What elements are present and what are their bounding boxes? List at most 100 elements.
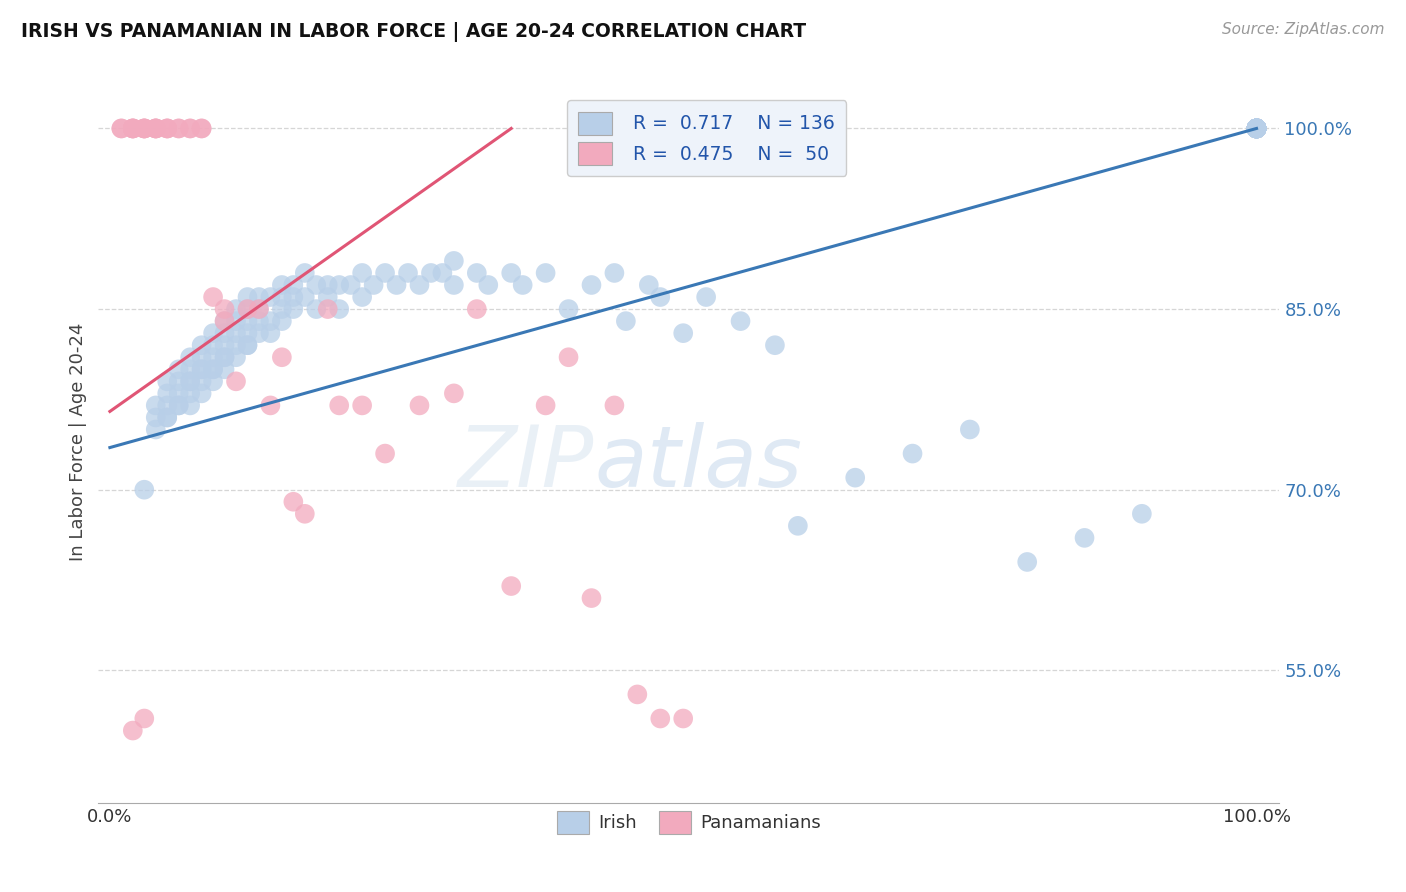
Point xyxy=(901,447,924,461)
Point xyxy=(145,423,167,437)
Point xyxy=(190,362,212,376)
Point xyxy=(294,507,316,521)
Point xyxy=(1246,121,1268,136)
Point xyxy=(202,350,225,364)
Point xyxy=(1246,121,1268,136)
Point xyxy=(316,301,339,317)
Text: ZIP: ZIP xyxy=(458,422,595,505)
Point xyxy=(145,410,167,425)
Point xyxy=(179,350,201,364)
Point xyxy=(225,326,247,341)
Point xyxy=(672,326,695,341)
Point xyxy=(465,301,488,317)
Point xyxy=(1246,121,1268,136)
Point xyxy=(167,398,190,412)
Point xyxy=(374,447,396,461)
Point xyxy=(443,278,465,293)
Point xyxy=(534,266,557,280)
Point xyxy=(581,591,603,606)
Point xyxy=(352,290,374,304)
Point xyxy=(214,350,236,364)
Point xyxy=(603,266,626,280)
Point xyxy=(214,338,236,352)
Point xyxy=(121,121,143,136)
Point xyxy=(179,121,201,136)
Point xyxy=(202,375,225,389)
Legend: Irish, Panamanians: Irish, Panamanians xyxy=(550,805,828,841)
Point xyxy=(1246,121,1268,136)
Point xyxy=(501,579,523,593)
Point xyxy=(352,398,374,412)
Point xyxy=(270,301,292,317)
Point xyxy=(1246,121,1268,136)
Point xyxy=(844,471,866,485)
Point xyxy=(167,121,190,136)
Point xyxy=(190,386,212,401)
Point xyxy=(214,350,236,364)
Point xyxy=(202,290,225,304)
Point xyxy=(247,301,270,317)
Point xyxy=(1246,121,1268,136)
Text: atlas: atlas xyxy=(595,422,803,505)
Point xyxy=(603,398,626,412)
Point xyxy=(1073,531,1095,545)
Text: IRISH VS PANAMANIAN IN LABOR FORCE | AGE 20-24 CORRELATION CHART: IRISH VS PANAMANIAN IN LABOR FORCE | AGE… xyxy=(21,22,806,42)
Point xyxy=(477,278,499,293)
Point xyxy=(259,314,281,328)
Point xyxy=(465,266,488,280)
Point xyxy=(156,386,179,401)
Point xyxy=(316,278,339,293)
Point xyxy=(236,326,259,341)
Point xyxy=(225,375,247,389)
Point xyxy=(294,266,316,280)
Point xyxy=(443,386,465,401)
Point xyxy=(190,338,212,352)
Point xyxy=(190,121,212,136)
Point xyxy=(167,121,190,136)
Point xyxy=(339,278,361,293)
Point xyxy=(1017,555,1039,569)
Point xyxy=(283,290,305,304)
Point xyxy=(637,278,659,293)
Point xyxy=(1130,507,1153,521)
Point xyxy=(1246,121,1268,136)
Point xyxy=(247,290,270,304)
Point xyxy=(352,266,374,280)
Point xyxy=(512,278,534,293)
Point xyxy=(179,375,201,389)
Point xyxy=(294,290,316,304)
Point xyxy=(202,338,225,352)
Point xyxy=(408,398,430,412)
Point xyxy=(730,314,752,328)
Point xyxy=(328,278,350,293)
Point xyxy=(190,350,212,364)
Point xyxy=(202,362,225,376)
Point xyxy=(305,301,328,317)
Point xyxy=(134,121,156,136)
Point xyxy=(247,326,270,341)
Point xyxy=(1246,121,1268,136)
Point xyxy=(236,338,259,352)
Point xyxy=(270,278,292,293)
Point xyxy=(283,278,305,293)
Point xyxy=(179,398,201,412)
Point xyxy=(156,398,179,412)
Point xyxy=(121,121,143,136)
Point xyxy=(214,314,236,328)
Point xyxy=(202,326,225,341)
Point xyxy=(236,301,259,317)
Point xyxy=(225,314,247,328)
Point xyxy=(190,375,212,389)
Point xyxy=(1246,121,1268,136)
Point xyxy=(190,362,212,376)
Point xyxy=(121,121,143,136)
Point xyxy=(1246,121,1268,136)
Point xyxy=(305,278,328,293)
Point xyxy=(316,290,339,304)
Point xyxy=(1246,121,1268,136)
Point xyxy=(134,121,156,136)
Point xyxy=(614,314,637,328)
Point xyxy=(214,301,236,317)
Point xyxy=(420,266,443,280)
Point xyxy=(1246,121,1268,136)
